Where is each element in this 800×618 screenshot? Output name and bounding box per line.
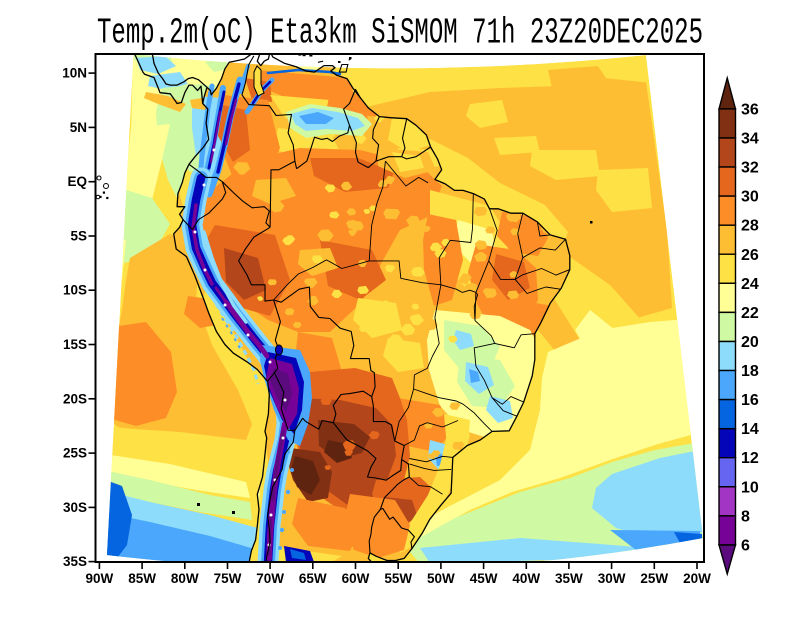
- svg-text:45W: 45W: [470, 571, 498, 586]
- svg-text:90W: 90W: [86, 571, 114, 586]
- svg-text:10N: 10N: [62, 66, 87, 81]
- svg-text:10S: 10S: [63, 283, 87, 298]
- svg-text:18: 18: [741, 363, 759, 380]
- svg-text:25S: 25S: [63, 446, 87, 461]
- svg-text:75W: 75W: [214, 571, 242, 586]
- svg-text:55W: 55W: [384, 571, 412, 586]
- svg-text:5S: 5S: [70, 229, 87, 244]
- svg-text:30W: 30W: [598, 571, 626, 586]
- svg-text:16: 16: [741, 392, 759, 409]
- svg-text:32: 32: [741, 160, 759, 177]
- svg-text:35W: 35W: [555, 571, 583, 586]
- svg-text:20: 20: [741, 334, 759, 351]
- svg-text:60W: 60W: [342, 571, 370, 586]
- svg-text:20W: 20W: [683, 571, 711, 586]
- svg-text:20S: 20S: [63, 391, 87, 406]
- svg-text:24: 24: [741, 276, 759, 293]
- svg-text:8: 8: [741, 508, 750, 525]
- svg-text:65W: 65W: [299, 571, 327, 586]
- svg-text:36: 36: [741, 101, 759, 118]
- svg-text:10: 10: [741, 479, 759, 496]
- svg-text:15S: 15S: [63, 337, 87, 352]
- svg-text:26: 26: [741, 247, 759, 264]
- svg-text:70W: 70W: [256, 571, 284, 586]
- svg-text:14: 14: [741, 421, 759, 438]
- svg-text:30: 30: [741, 189, 759, 206]
- svg-text:35S: 35S: [63, 554, 87, 569]
- svg-text:5N: 5N: [70, 120, 87, 135]
- svg-text:80W: 80W: [171, 571, 199, 586]
- svg-text:22: 22: [741, 305, 759, 322]
- svg-text:28: 28: [741, 218, 759, 235]
- svg-text:30S: 30S: [63, 500, 87, 515]
- svg-text:Temp.2m(oC) Eta3km SiSMOM 71h: Temp.2m(oC) Eta3km SiSMOM 71h 23Z20DEC20…: [97, 13, 703, 54]
- svg-text:40W: 40W: [512, 571, 540, 586]
- svg-text:34: 34: [741, 131, 759, 148]
- svg-text:12: 12: [741, 450, 759, 467]
- svg-text:50W: 50W: [427, 571, 455, 586]
- svg-text:6: 6: [741, 538, 750, 555]
- svg-text:25W: 25W: [640, 571, 668, 586]
- svg-text:85W: 85W: [128, 571, 156, 586]
- svg-text:EQ: EQ: [67, 174, 87, 189]
